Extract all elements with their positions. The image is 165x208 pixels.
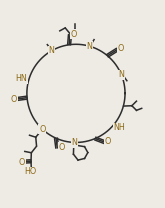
Text: N: N [87, 42, 92, 51]
Text: N: N [49, 46, 54, 55]
Text: O: O [19, 158, 25, 167]
Text: O: O [71, 30, 77, 39]
Text: N: N [71, 138, 77, 147]
Text: O: O [39, 125, 46, 134]
Text: NH: NH [113, 123, 125, 132]
Text: O: O [58, 143, 65, 152]
Text: O: O [11, 95, 17, 104]
Text: O: O [105, 137, 111, 146]
Text: O: O [117, 44, 124, 53]
Text: N: N [118, 71, 124, 79]
Text: HN: HN [15, 74, 27, 83]
Text: HO: HO [25, 167, 37, 176]
